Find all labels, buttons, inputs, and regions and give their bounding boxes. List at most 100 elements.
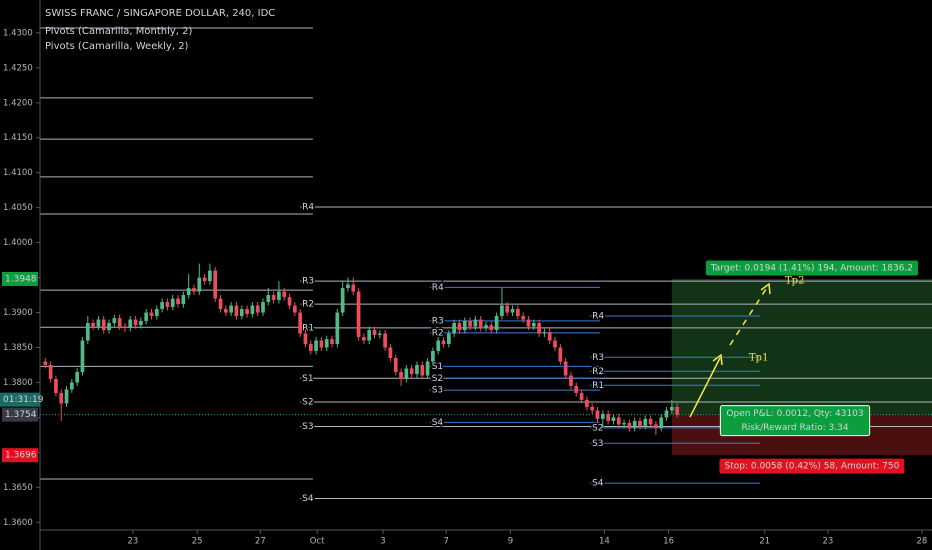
candle-body xyxy=(346,284,350,289)
stop-label-box xyxy=(719,458,905,474)
y-tick-label: 1.4200 xyxy=(3,98,33,108)
candle-body xyxy=(139,320,143,326)
countdown: 01:31:19 xyxy=(3,395,44,405)
candle-body xyxy=(314,340,318,352)
candle-body xyxy=(643,418,648,426)
candle-body xyxy=(510,309,515,313)
candle-body xyxy=(308,344,313,352)
candle-body xyxy=(234,305,239,317)
candle-body xyxy=(330,339,334,345)
candle-body xyxy=(181,295,186,305)
candle-body xyxy=(80,340,85,372)
profit-zone xyxy=(671,278,932,415)
candle-body xyxy=(298,312,303,334)
pivot-label: S2 xyxy=(302,398,313,408)
candle-body xyxy=(388,347,393,358)
candle-body xyxy=(91,323,95,327)
x-tick-label: 25 xyxy=(192,537,203,547)
candle-body xyxy=(563,361,568,376)
candle-body xyxy=(48,364,53,379)
candle-body xyxy=(255,305,260,313)
candle-body xyxy=(585,399,589,407)
candle-body xyxy=(351,284,356,292)
pivot-label: R3 xyxy=(432,316,444,326)
price-tag-box xyxy=(2,271,38,286)
candle-body xyxy=(75,371,80,383)
candle-body xyxy=(415,364,419,375)
target-label: Target: 0.0194 (1.41%) 194, Amount: 1836… xyxy=(710,263,913,273)
target-label-box xyxy=(705,260,919,276)
x-tick-label: 28 xyxy=(916,537,927,547)
candle-body xyxy=(425,361,430,376)
candle-body xyxy=(107,323,111,331)
candle-body xyxy=(250,305,255,314)
pivot-label: S3 xyxy=(302,422,313,432)
candle-body xyxy=(287,297,292,306)
stop-label: Stop: 0.0058 (0.42%) 58, Amount: 750 xyxy=(725,462,900,472)
candle-body xyxy=(160,302,164,310)
y-tick-label: 1.3900 xyxy=(3,308,33,318)
candle-body xyxy=(85,323,90,341)
candle-body xyxy=(632,420,637,428)
candle-body xyxy=(197,277,202,292)
candle-body xyxy=(675,406,680,415)
pivot-label: R3 xyxy=(592,353,604,363)
candle-body xyxy=(208,270,212,282)
pivot-label: R4 xyxy=(302,202,314,212)
candle-body xyxy=(192,288,196,292)
candle-body xyxy=(223,309,228,313)
pivot-label: S2 xyxy=(592,423,603,433)
y-tick-label: 1.4000 xyxy=(3,238,33,248)
x-tick-label: 16 xyxy=(663,537,674,547)
candle-body xyxy=(489,325,494,331)
candle-body xyxy=(377,333,382,335)
candle-body xyxy=(149,312,154,317)
price-tag-box xyxy=(2,407,38,422)
candle-body xyxy=(292,305,297,313)
candle-body xyxy=(282,291,287,298)
candle-body xyxy=(229,305,234,313)
pivot-label: S2 xyxy=(432,374,443,384)
candle-body xyxy=(590,406,595,411)
candle-body xyxy=(123,326,127,328)
candle-body xyxy=(319,340,324,348)
pivot-label: R1 xyxy=(302,323,314,333)
candle-body xyxy=(176,298,180,305)
candle-body xyxy=(515,309,520,317)
candle-body xyxy=(271,295,276,300)
pivot-label: S3 xyxy=(592,439,603,449)
pnl-label: Open P&L: 0.0012, Qty: 43103 xyxy=(726,409,863,419)
x-tick-label: 23 xyxy=(128,537,139,547)
candle-body xyxy=(96,319,101,327)
candle-body xyxy=(505,305,510,313)
candle-body xyxy=(218,298,223,310)
pivot-label: S1 xyxy=(302,374,313,384)
pivot-label: R2 xyxy=(302,300,314,310)
countdown-box xyxy=(0,392,40,407)
pivot-label: S4 xyxy=(432,418,444,428)
candle-body xyxy=(457,323,462,331)
candle-body xyxy=(367,330,372,341)
pivot-label: R2 xyxy=(432,328,444,338)
annotation: Tp1 xyxy=(749,353,768,364)
x-tick-label: Oct xyxy=(310,537,325,547)
candle-body xyxy=(277,291,281,300)
candle-body xyxy=(144,312,149,321)
x-tick-label: 7 xyxy=(443,537,448,547)
candle-body xyxy=(648,418,653,425)
candle-body xyxy=(553,340,557,348)
candle-body xyxy=(239,309,244,317)
x-tick-label: 3 xyxy=(380,537,385,547)
candle-body xyxy=(526,319,531,327)
candle-body xyxy=(393,357,398,372)
price-tag: 1.3948 xyxy=(5,274,37,284)
candle-body xyxy=(627,423,632,428)
candle-body xyxy=(606,413,610,421)
candle-body xyxy=(324,339,329,348)
candle-body xyxy=(43,361,48,365)
candle-body xyxy=(420,364,425,376)
candle-body xyxy=(202,277,207,282)
candle-body xyxy=(537,323,541,334)
candle-body xyxy=(303,333,308,345)
